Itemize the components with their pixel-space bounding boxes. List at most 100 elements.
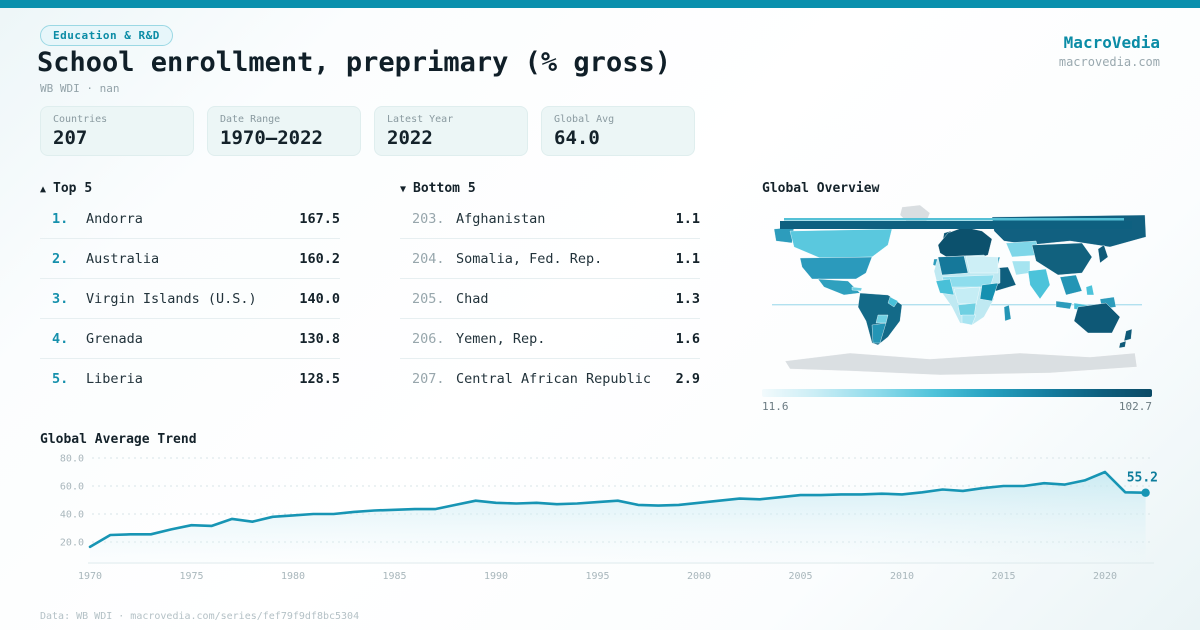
country-name: Chad xyxy=(456,290,489,307)
bottom5-list: 203. Afghanistan 1.1 204. Somalia, Fed. … xyxy=(400,199,700,399)
country-value: 160.2 xyxy=(299,250,340,267)
chart-series xyxy=(88,470,1150,563)
south-africa-shape xyxy=(961,314,977,326)
madagascar-shape xyxy=(1003,304,1012,322)
stat-card-date-range: Date Range 1970—2022 xyxy=(207,106,361,156)
legend-max-label: 102.7 xyxy=(1118,400,1152,413)
caribbean-shape xyxy=(851,286,863,292)
svg-text:60.0: 60.0 xyxy=(60,482,84,493)
egypt-libya-shape xyxy=(965,255,999,274)
country-name: Andorra xyxy=(86,210,143,227)
rank-label: 204. xyxy=(412,250,445,267)
table-row: 204. Somalia, Fed. Rep. 1.1 xyxy=(400,239,700,279)
country-name: Liberia xyxy=(86,371,143,387)
down-triangle-icon: ▼ xyxy=(400,184,407,195)
country-value: 2.9 xyxy=(675,371,700,387)
category-badge[interactable]: Education & R&D xyxy=(40,25,173,46)
svg-text:1975: 1975 xyxy=(179,571,203,582)
trend-line-chart: 20.0 40.0 60.0 80.0 1970 1975 1980 1985 1990 1995… xyxy=(60,454,1158,583)
svg-text:55.2: 55.2 xyxy=(1127,471,1158,486)
chart-axis-labels: 20.0 40.0 60.0 80.0 1970 1975 1980 1985 1990 1995… xyxy=(60,454,1158,583)
country-name: Australia xyxy=(86,250,160,267)
table-row: 4. Grenada 130.8 xyxy=(40,319,340,359)
table-row: 5. Liberia 128.5 xyxy=(40,359,340,399)
stat-label: Date Range xyxy=(220,114,281,125)
rank-label: 3. xyxy=(52,290,69,307)
mexico-shape xyxy=(817,278,861,296)
country-value: 128.5 xyxy=(299,371,340,387)
new-zealand-shape xyxy=(1118,328,1133,349)
stat-value: 2022 xyxy=(387,127,433,149)
country-value: 1.1 xyxy=(675,250,700,267)
antarctica-shape xyxy=(784,352,1138,376)
svg-text:1980: 1980 xyxy=(281,571,305,582)
country-value: 1.3 xyxy=(675,290,700,307)
map-title: Global Overview xyxy=(762,181,880,196)
svg-text:20.0: 20.0 xyxy=(60,538,84,549)
map-color-legend xyxy=(762,389,1152,397)
svg-text:2010: 2010 xyxy=(890,571,914,582)
rank-label: 1. xyxy=(52,210,69,227)
country-name: Grenada xyxy=(86,330,143,347)
rank-label: 206. xyxy=(412,330,445,347)
svg-text:40.0: 40.0 xyxy=(60,510,84,521)
west-africa-shape xyxy=(935,278,955,296)
table-row: 2. Australia 160.2 xyxy=(40,239,340,279)
guyana-shape xyxy=(887,296,899,308)
country-value: 1.1 xyxy=(675,210,700,227)
china-shape xyxy=(1031,242,1093,276)
svg-text:1970: 1970 xyxy=(78,571,102,582)
rank-label: 207. xyxy=(412,371,445,387)
stat-cards-row: Countries 207 Date Range 1970—2022 Lates… xyxy=(40,106,695,156)
east-africa-shape xyxy=(979,282,999,302)
svg-text:1990: 1990 xyxy=(484,571,508,582)
top-accent-bar xyxy=(0,0,1200,8)
bolivia-shape xyxy=(875,314,889,324)
rank-label: 2. xyxy=(52,250,69,267)
canada-shape xyxy=(789,228,893,259)
table-row: 203. Afghanistan 1.1 xyxy=(400,199,700,239)
table-row: 3. Virgin Islands (U.S.) 140.0 xyxy=(40,279,340,319)
country-value: 1.6 xyxy=(675,330,700,347)
country-name: Afghanistan xyxy=(456,210,546,227)
stat-card-countries: Countries 207 xyxy=(40,106,194,156)
table-row: 205. Chad 1.3 xyxy=(400,279,700,319)
rank-label: 205. xyxy=(412,290,445,307)
svg-text:2020: 2020 xyxy=(1093,571,1117,582)
svg-text:2005: 2005 xyxy=(788,571,812,582)
brand-name[interactable]: MacroVedia xyxy=(1063,33,1160,52)
australia-shape xyxy=(1073,302,1121,334)
country-name: Central African Republic xyxy=(456,371,652,387)
country-name: Yemen, Rep. xyxy=(456,330,546,347)
legend-min-label: 11.6 xyxy=(762,400,789,413)
central-africa-shape xyxy=(953,286,981,306)
up-triangle-icon: ▲ xyxy=(40,184,47,195)
top5-title: Top 5 xyxy=(53,181,93,196)
maghreb-shape xyxy=(937,255,969,276)
iran-shape xyxy=(1011,260,1031,276)
rank-label: 4. xyxy=(52,330,69,347)
country-value: 130.8 xyxy=(299,330,340,347)
country-name: Virgin Islands (U.S.) xyxy=(86,290,257,307)
arctic-dark-band xyxy=(780,221,1132,229)
stat-value: 207 xyxy=(53,127,88,149)
page-title: School enrollment, preprimary (% gross) xyxy=(37,47,671,78)
top5-list: 1. Andorra 167.5 2. Australia 160.2 3. V… xyxy=(40,199,340,399)
svg-text:2015: 2015 xyxy=(991,571,1015,582)
table-row: 206. Yemen, Rep. 1.6 xyxy=(400,319,700,359)
argentina-shape xyxy=(871,322,887,344)
stat-label: Global Avg xyxy=(554,114,615,125)
stat-card-global-avg: Global Avg 64.0 xyxy=(541,106,695,156)
arctic-light-band xyxy=(784,218,1124,221)
table-row: 207. Central African Republic 2.9 xyxy=(400,359,700,399)
rank-label: 203. xyxy=(412,210,445,227)
india-shape xyxy=(1027,268,1051,300)
country-value: 140.0 xyxy=(299,290,340,307)
brand-domain[interactable]: macrovedia.com xyxy=(1058,55,1160,69)
stat-card-latest-year: Latest Year 2022 xyxy=(374,106,528,156)
top5-header: ▲ Top 5 xyxy=(40,181,92,196)
southeast-asia-shape xyxy=(1059,274,1083,296)
stat-label: Countries xyxy=(53,114,108,125)
svg-text:80.0: 80.0 xyxy=(60,454,84,465)
footer-attribution[interactable]: Data: WB WDI · macrovedia.com/series/fef… xyxy=(40,611,360,622)
